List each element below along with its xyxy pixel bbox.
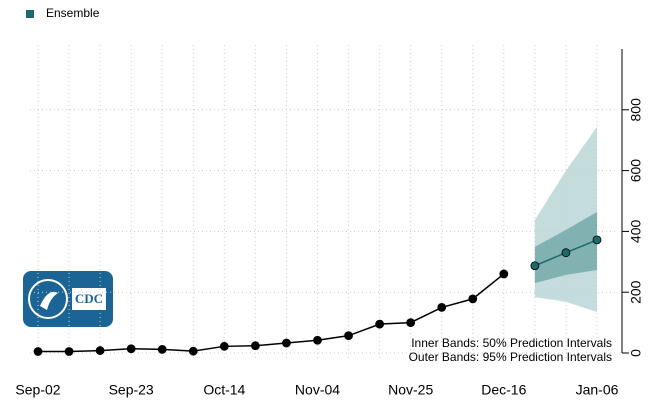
data-point (250, 341, 260, 351)
data-point (313, 335, 322, 345)
annotation: Outer Bands: 95% Prediction Intervals (409, 350, 612, 364)
x-tick-label: Nov-04 (295, 382, 340, 398)
data-point (126, 344, 136, 354)
x-tick-label: Oct-14 (203, 382, 245, 398)
logo-seal (28, 279, 68, 319)
y-tick-label: 200 (628, 280, 644, 304)
y-tick-label: 0 (628, 349, 644, 357)
data-point (375, 319, 385, 329)
data-point (592, 235, 602, 245)
data-point (95, 346, 105, 355)
legend-label: Ensemble (46, 6, 100, 20)
data-point (219, 341, 229, 351)
data-point (406, 318, 416, 328)
data-point (344, 331, 353, 341)
data-point (437, 302, 447, 312)
x-tick-label: Sep-23 (109, 382, 154, 398)
legend-swatch (26, 10, 34, 18)
x-tick-label: Sep-02 (15, 382, 60, 398)
logo-text: CDC (75, 291, 103, 306)
series-line (38, 273, 505, 353)
data-point (561, 248, 571, 258)
data-point (33, 347, 43, 356)
annotation: Inner Bands: 50% Prediction Intervals (411, 336, 612, 350)
plot-background (30, 45, 618, 361)
x-tick-label: Nov-25 (388, 382, 433, 398)
data-point (499, 269, 509, 279)
data-point (530, 261, 540, 271)
logo-eagle (40, 291, 58, 310)
logo-box (72, 288, 106, 310)
y-tick-label: 800 (628, 98, 644, 122)
x-tick-label: Jan-06 (576, 382, 619, 398)
data-point (282, 338, 291, 348)
prediction-band (534, 211, 597, 284)
data-point (468, 294, 478, 304)
data-point (64, 347, 74, 356)
logo: CDC (23, 271, 113, 327)
data-point (188, 346, 198, 356)
x-tick-label: Dec-16 (481, 382, 526, 398)
y-tick-label: 400 (628, 220, 644, 244)
y-tick-label: 600 (628, 159, 644, 183)
data-point (157, 344, 167, 354)
